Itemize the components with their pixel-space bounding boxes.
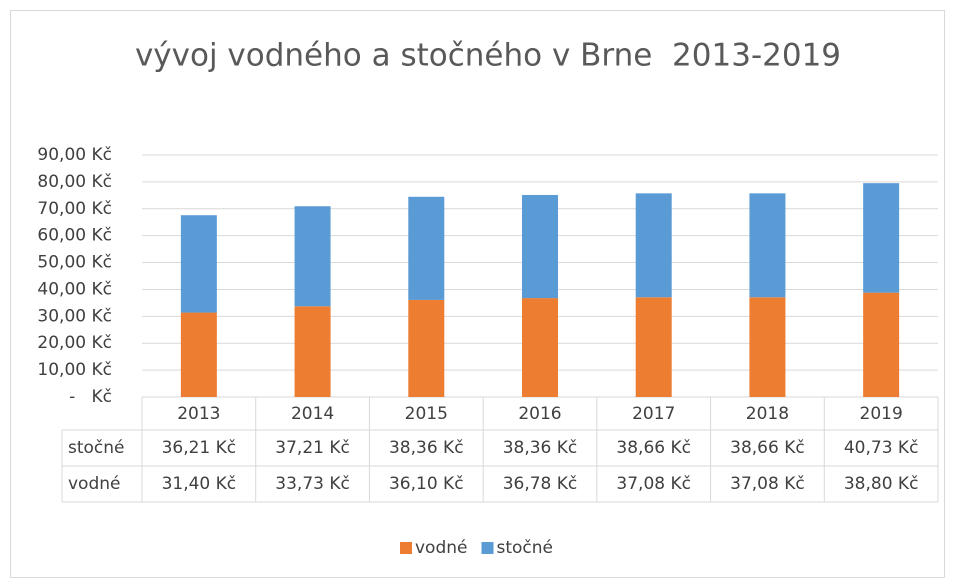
x-tick-label: 2017	[632, 404, 675, 424]
bar	[522, 298, 558, 397]
table-cell: 38,80 Kč	[844, 474, 919, 494]
table-cell: 38,66 Kč	[730, 438, 805, 458]
table-cell: 37,08 Kč	[616, 474, 691, 494]
table-cell: 36,21 Kč	[162, 438, 237, 458]
x-tick-label: 2018	[746, 404, 789, 424]
legend-swatch	[400, 542, 412, 554]
bar	[522, 194, 558, 299]
y-tick-label: 30,00 Kč	[37, 306, 112, 326]
x-tick-label: 2016	[518, 404, 561, 424]
table-cell: 38,36 Kč	[503, 438, 578, 458]
table-cell: 36,78 Kč	[503, 474, 578, 494]
table-cell: 40,73 Kč	[844, 438, 919, 458]
table-row-header: stočné	[68, 438, 125, 458]
bar	[749, 297, 786, 397]
table-cell: 37,08 Kč	[730, 474, 805, 494]
bar	[294, 206, 331, 307]
bar	[408, 196, 445, 300]
y-tick-label: - Kč	[69, 387, 112, 407]
legend-label: stočné	[497, 538, 554, 558]
y-tick-label: 50,00 Kč	[37, 253, 112, 273]
y-tick-label: 90,00 Kč	[37, 145, 112, 165]
bar	[749, 193, 786, 298]
bar	[863, 183, 900, 293]
table-cell: 33,73 Kč	[275, 474, 350, 494]
bar	[635, 193, 672, 298]
x-tick-label: 2015	[405, 404, 448, 424]
y-tick-label: 20,00 Kč	[37, 333, 112, 353]
x-tick-label: 2014	[291, 404, 334, 424]
y-tick-label: 10,00 Kč	[37, 360, 112, 380]
table-cell: 38,66 Kč	[616, 438, 691, 458]
bar	[863, 292, 900, 397]
table-cell: 36,10 Kč	[389, 474, 464, 494]
table-cell: 37,21 Kč	[275, 438, 350, 458]
bar	[180, 312, 217, 397]
legend-label: vodné	[415, 538, 468, 558]
y-tick-label: 60,00 Kč	[37, 226, 112, 246]
table-cell: 38,36 Kč	[389, 438, 464, 458]
table-row-header: vodné	[68, 474, 121, 494]
chart-border	[10, 10, 945, 578]
y-tick-label: 40,00 Kč	[37, 279, 112, 299]
bar	[408, 299, 445, 397]
bar	[180, 215, 217, 313]
legend-swatch	[481, 542, 494, 554]
x-tick-label: 2019	[860, 404, 903, 424]
table-cell: 31,40 Kč	[162, 474, 237, 494]
y-tick-label: 70,00 Kč	[37, 199, 112, 219]
y-tick-label: 80,00 Kč	[37, 172, 112, 192]
chart-title: vývoj vodného a stočného v Brne 2013-201…	[135, 38, 841, 74]
bar	[294, 306, 331, 397]
x-tick-label: 2013	[177, 404, 220, 424]
bar	[635, 297, 672, 397]
